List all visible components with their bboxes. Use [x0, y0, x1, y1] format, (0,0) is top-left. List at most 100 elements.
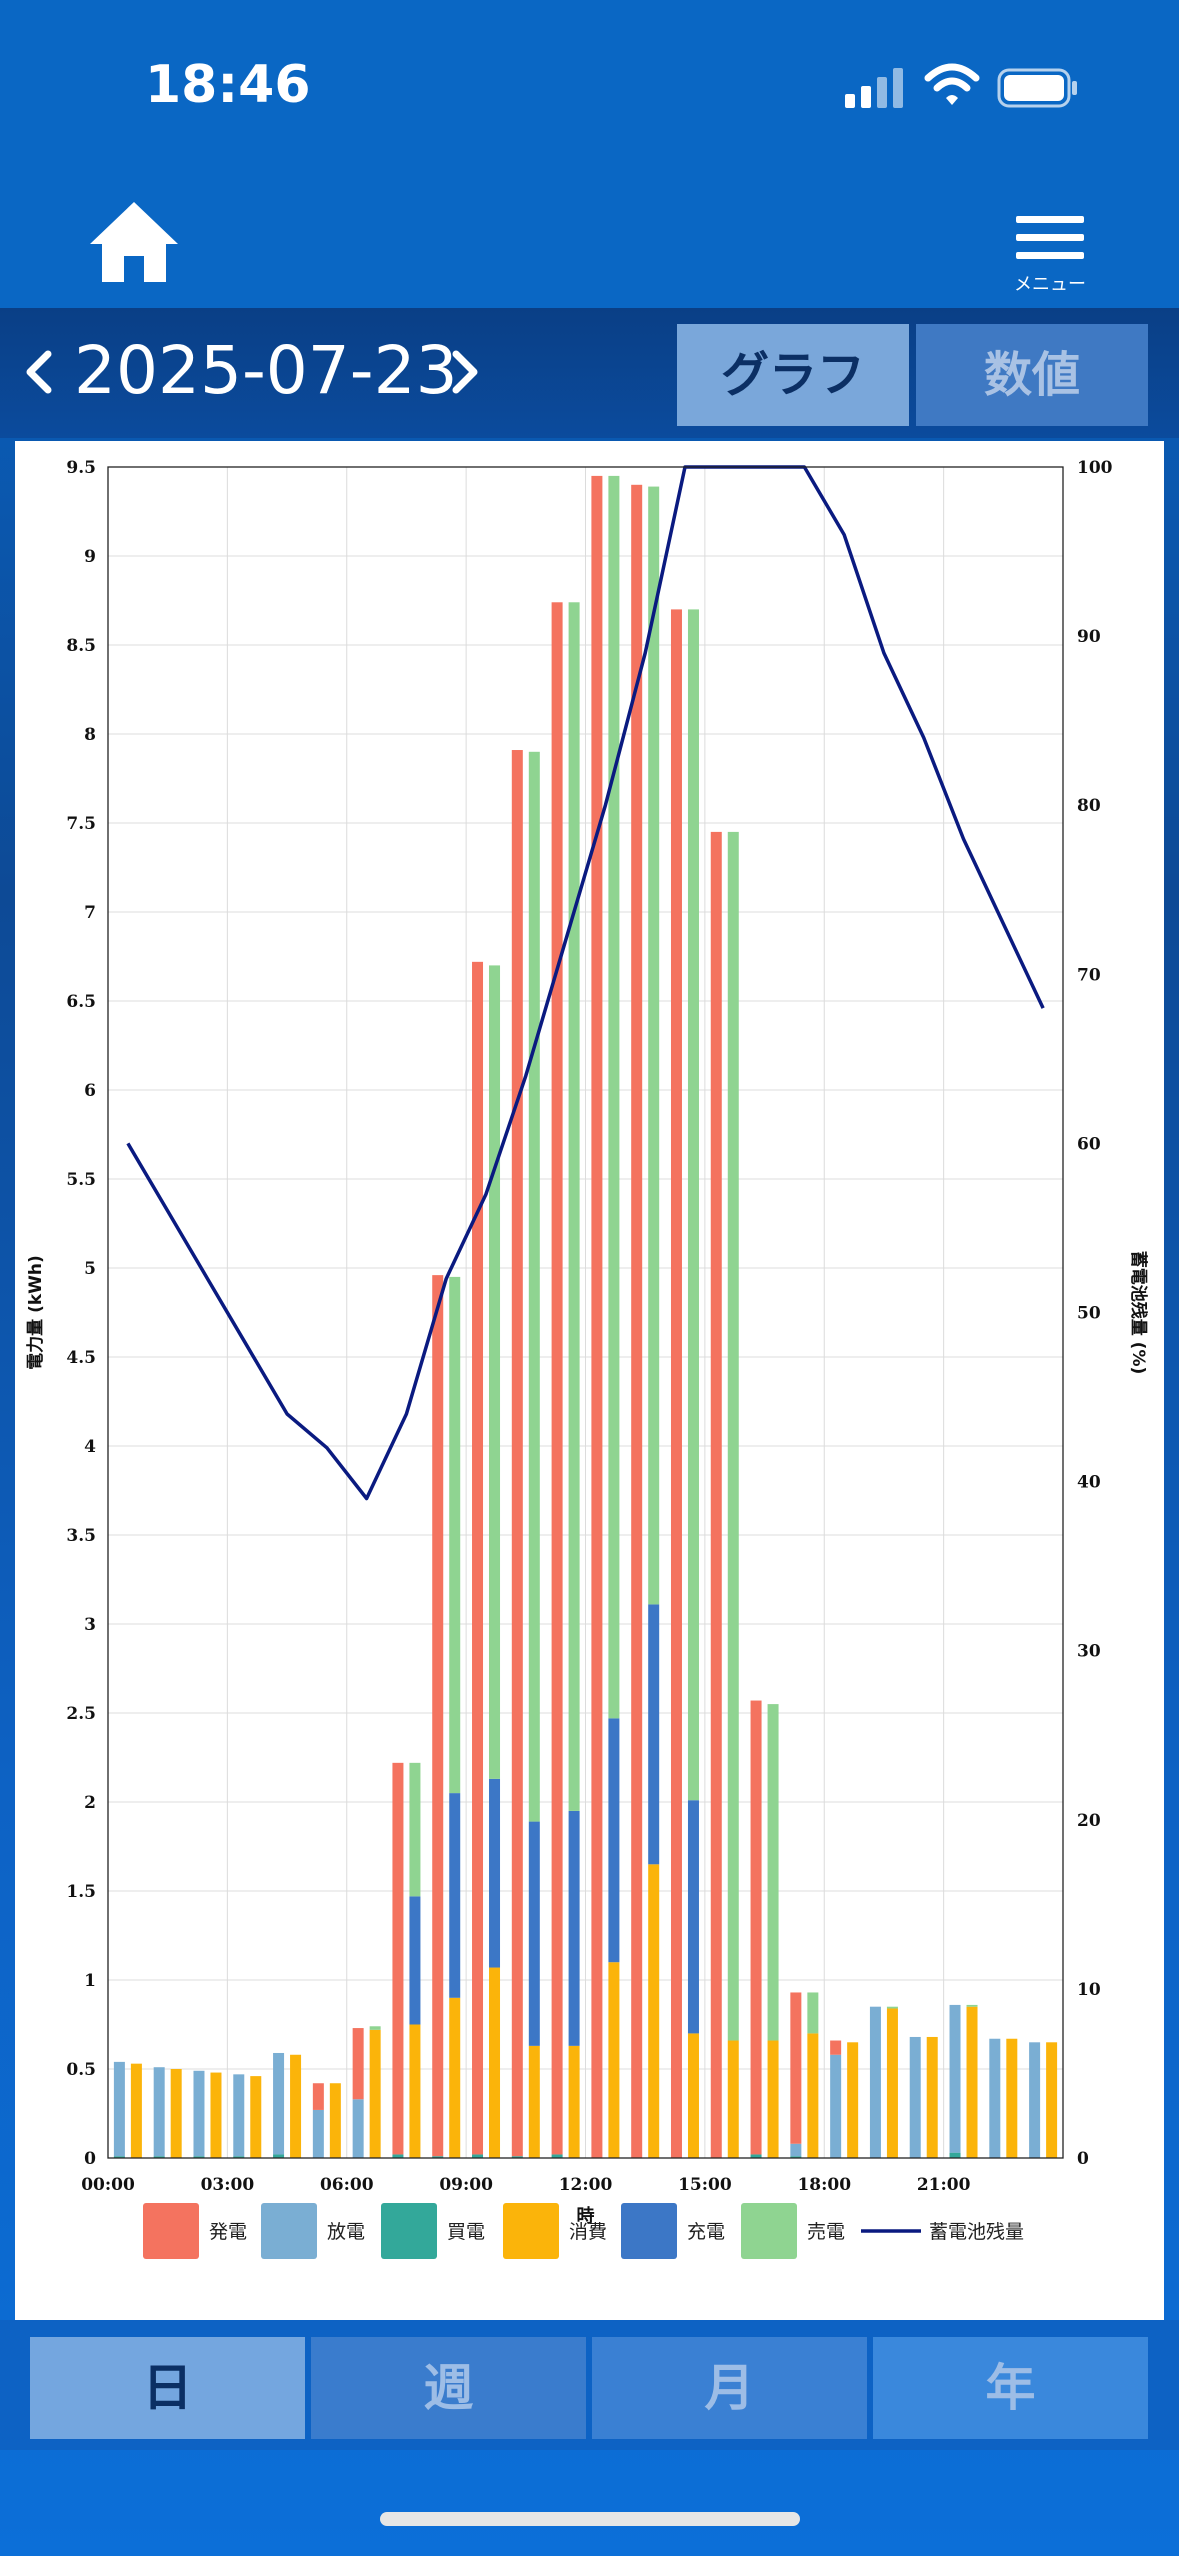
chevron-left-icon[interactable] [18, 336, 58, 406]
bar-sale [608, 475, 620, 1719]
bar-purchase [472, 2154, 484, 2158]
bar-charge [568, 1810, 580, 2046]
bar-purchase [273, 2154, 285, 2158]
bar-discharge [312, 2109, 324, 2158]
bar-discharge [830, 2054, 842, 2158]
x-tick-label: 15:00 [678, 2175, 732, 2195]
y2-tick-label: 70 [1077, 965, 1101, 985]
bar-sale [966, 2004, 978, 2007]
chevron-right-icon[interactable] [446, 336, 486, 406]
y-tick-label: 5.5 [66, 1170, 96, 1190]
y2-tick-label: 0 [1077, 2149, 1089, 2169]
tab-week[interactable]: 週 [311, 2337, 586, 2439]
bar-purchase [432, 2156, 444, 2158]
bar-purchase [551, 2154, 563, 2158]
bar-generation [631, 484, 643, 2158]
y-tick-label: 1 [84, 1971, 96, 1991]
status-bar [0, 0, 1179, 170]
legend-swatch [143, 2203, 199, 2259]
graph-view-button[interactable]: グラフ [677, 324, 909, 426]
home-indicator [380, 2512, 800, 2526]
bar-consumption [250, 2076, 262, 2158]
bar-consumption [926, 2036, 938, 2158]
date-display: 2025-07-23 [74, 332, 458, 409]
menu-button[interactable]: メニュー [1010, 212, 1090, 295]
bar-purchase [750, 2154, 762, 2158]
nav-bar [0, 170, 1179, 308]
y-tick-label: 6.5 [66, 992, 96, 1012]
cellular-signal-icon [845, 68, 903, 108]
chart-legend: 発電 放電 買電 消費 充電 売電 蓄電池残量 [143, 2203, 1024, 2259]
legend-item-consumption: 消費 [503, 2203, 607, 2259]
bar-consumption [767, 2040, 779, 2158]
legend-item-generation: 発電 [143, 2203, 247, 2259]
x-tick-label: 12:00 [559, 2175, 613, 2195]
y2-tick-label: 10 [1077, 1980, 1101, 2000]
bar-consumption [329, 2083, 341, 2158]
bar-generation [312, 2083, 324, 2110]
legend-label: 買電 [447, 2221, 485, 2243]
bar-charge [528, 1821, 540, 2046]
bar-discharge [153, 2067, 165, 2157]
bar-sale [369, 2026, 381, 2030]
chart-panel: 0 0.5 1 1.5 2 2.5 3 3.5 4 4.5 5 5.5 6 6.5 7 7.5 8 8.5 9 9.5… [15, 441, 1164, 2320]
bar-consumption [528, 2045, 540, 2158]
bar-consumption [1046, 2042, 1058, 2158]
y-tick-label: 2 [84, 1793, 96, 1813]
bar-generation [750, 1700, 762, 2155]
bar-sale [886, 2006, 898, 2009]
numeric-view-button[interactable]: 数値 [916, 324, 1148, 426]
bar-sale [528, 751, 540, 1822]
bar-consumption [608, 1962, 620, 2158]
bar-charge [608, 1718, 620, 1963]
y2-tick-label: 90 [1077, 627, 1101, 647]
bar-charge [648, 1604, 660, 1865]
bar-sale [409, 1762, 421, 1897]
home-icon[interactable] [88, 200, 180, 284]
bar-purchase [511, 2156, 523, 2158]
legend-item-battery_level: 蓄電池残量 [861, 2221, 1024, 2243]
y2-tick-label: 100 [1077, 458, 1113, 478]
y-tick-label: 3 [84, 1615, 96, 1635]
y-tick-label: 8.5 [66, 636, 96, 656]
bar-consumption [727, 2040, 739, 2158]
bar-charge [489, 1778, 501, 1968]
y-axis-title: 電力量 (kWh) [25, 1255, 46, 1370]
bar-consumption [847, 2042, 859, 2158]
bar-generation [472, 961, 484, 2155]
energy-chart: 0 0.5 1 1.5 2 2.5 3 3.5 4 4.5 5 5.5 6 6.5 7 7.5 8 8.5 9 9.5… [25, 458, 1149, 2259]
y-tick-label: 4 [84, 1437, 96, 1457]
bar-discharge [193, 2070, 205, 2157]
bar-purchase [949, 2152, 961, 2158]
x-tick-label: 18:00 [797, 2175, 851, 2195]
y-tick-label: 5 [84, 1259, 96, 1279]
bar-generation [710, 831, 722, 2158]
y-tick-label: 7 [84, 903, 96, 923]
tab-month[interactable]: 月 [592, 2337, 867, 2439]
bar-discharge [233, 2074, 245, 2157]
y2-tick-label: 60 [1077, 1134, 1101, 1154]
bar-consumption [170, 2069, 182, 2158]
bar-consumption [648, 1864, 660, 2158]
legend-label: 充電 [687, 2221, 725, 2243]
bar-consumption [886, 2008, 898, 2158]
legend-label: 消費 [569, 2221, 607, 2243]
legend-label: 放電 [327, 2221, 365, 2243]
bar-consumption [687, 2033, 699, 2158]
bar-purchase [233, 2156, 245, 2158]
menu-icon-bar [1016, 216, 1084, 223]
bar-discharge [273, 2052, 285, 2155]
bar-generation [670, 609, 682, 2158]
bar-generation [511, 750, 523, 2157]
tab-year[interactable]: 年 [873, 2337, 1148, 2439]
legend-swatch [741, 2203, 797, 2259]
bar-purchase [790, 2156, 802, 2158]
tab-day[interactable]: 日 [30, 2337, 305, 2439]
bar-purchase [193, 2156, 205, 2158]
bar-consumption [290, 2054, 302, 2158]
bar-discharge [790, 2143, 802, 2157]
bar-sale [568, 602, 580, 1811]
y2-tick-label: 20 [1077, 1811, 1101, 1831]
y2-tick-label: 30 [1077, 1642, 1101, 1662]
y2-axis-title: 蓄電池残量 (%) [1128, 1251, 1149, 1375]
